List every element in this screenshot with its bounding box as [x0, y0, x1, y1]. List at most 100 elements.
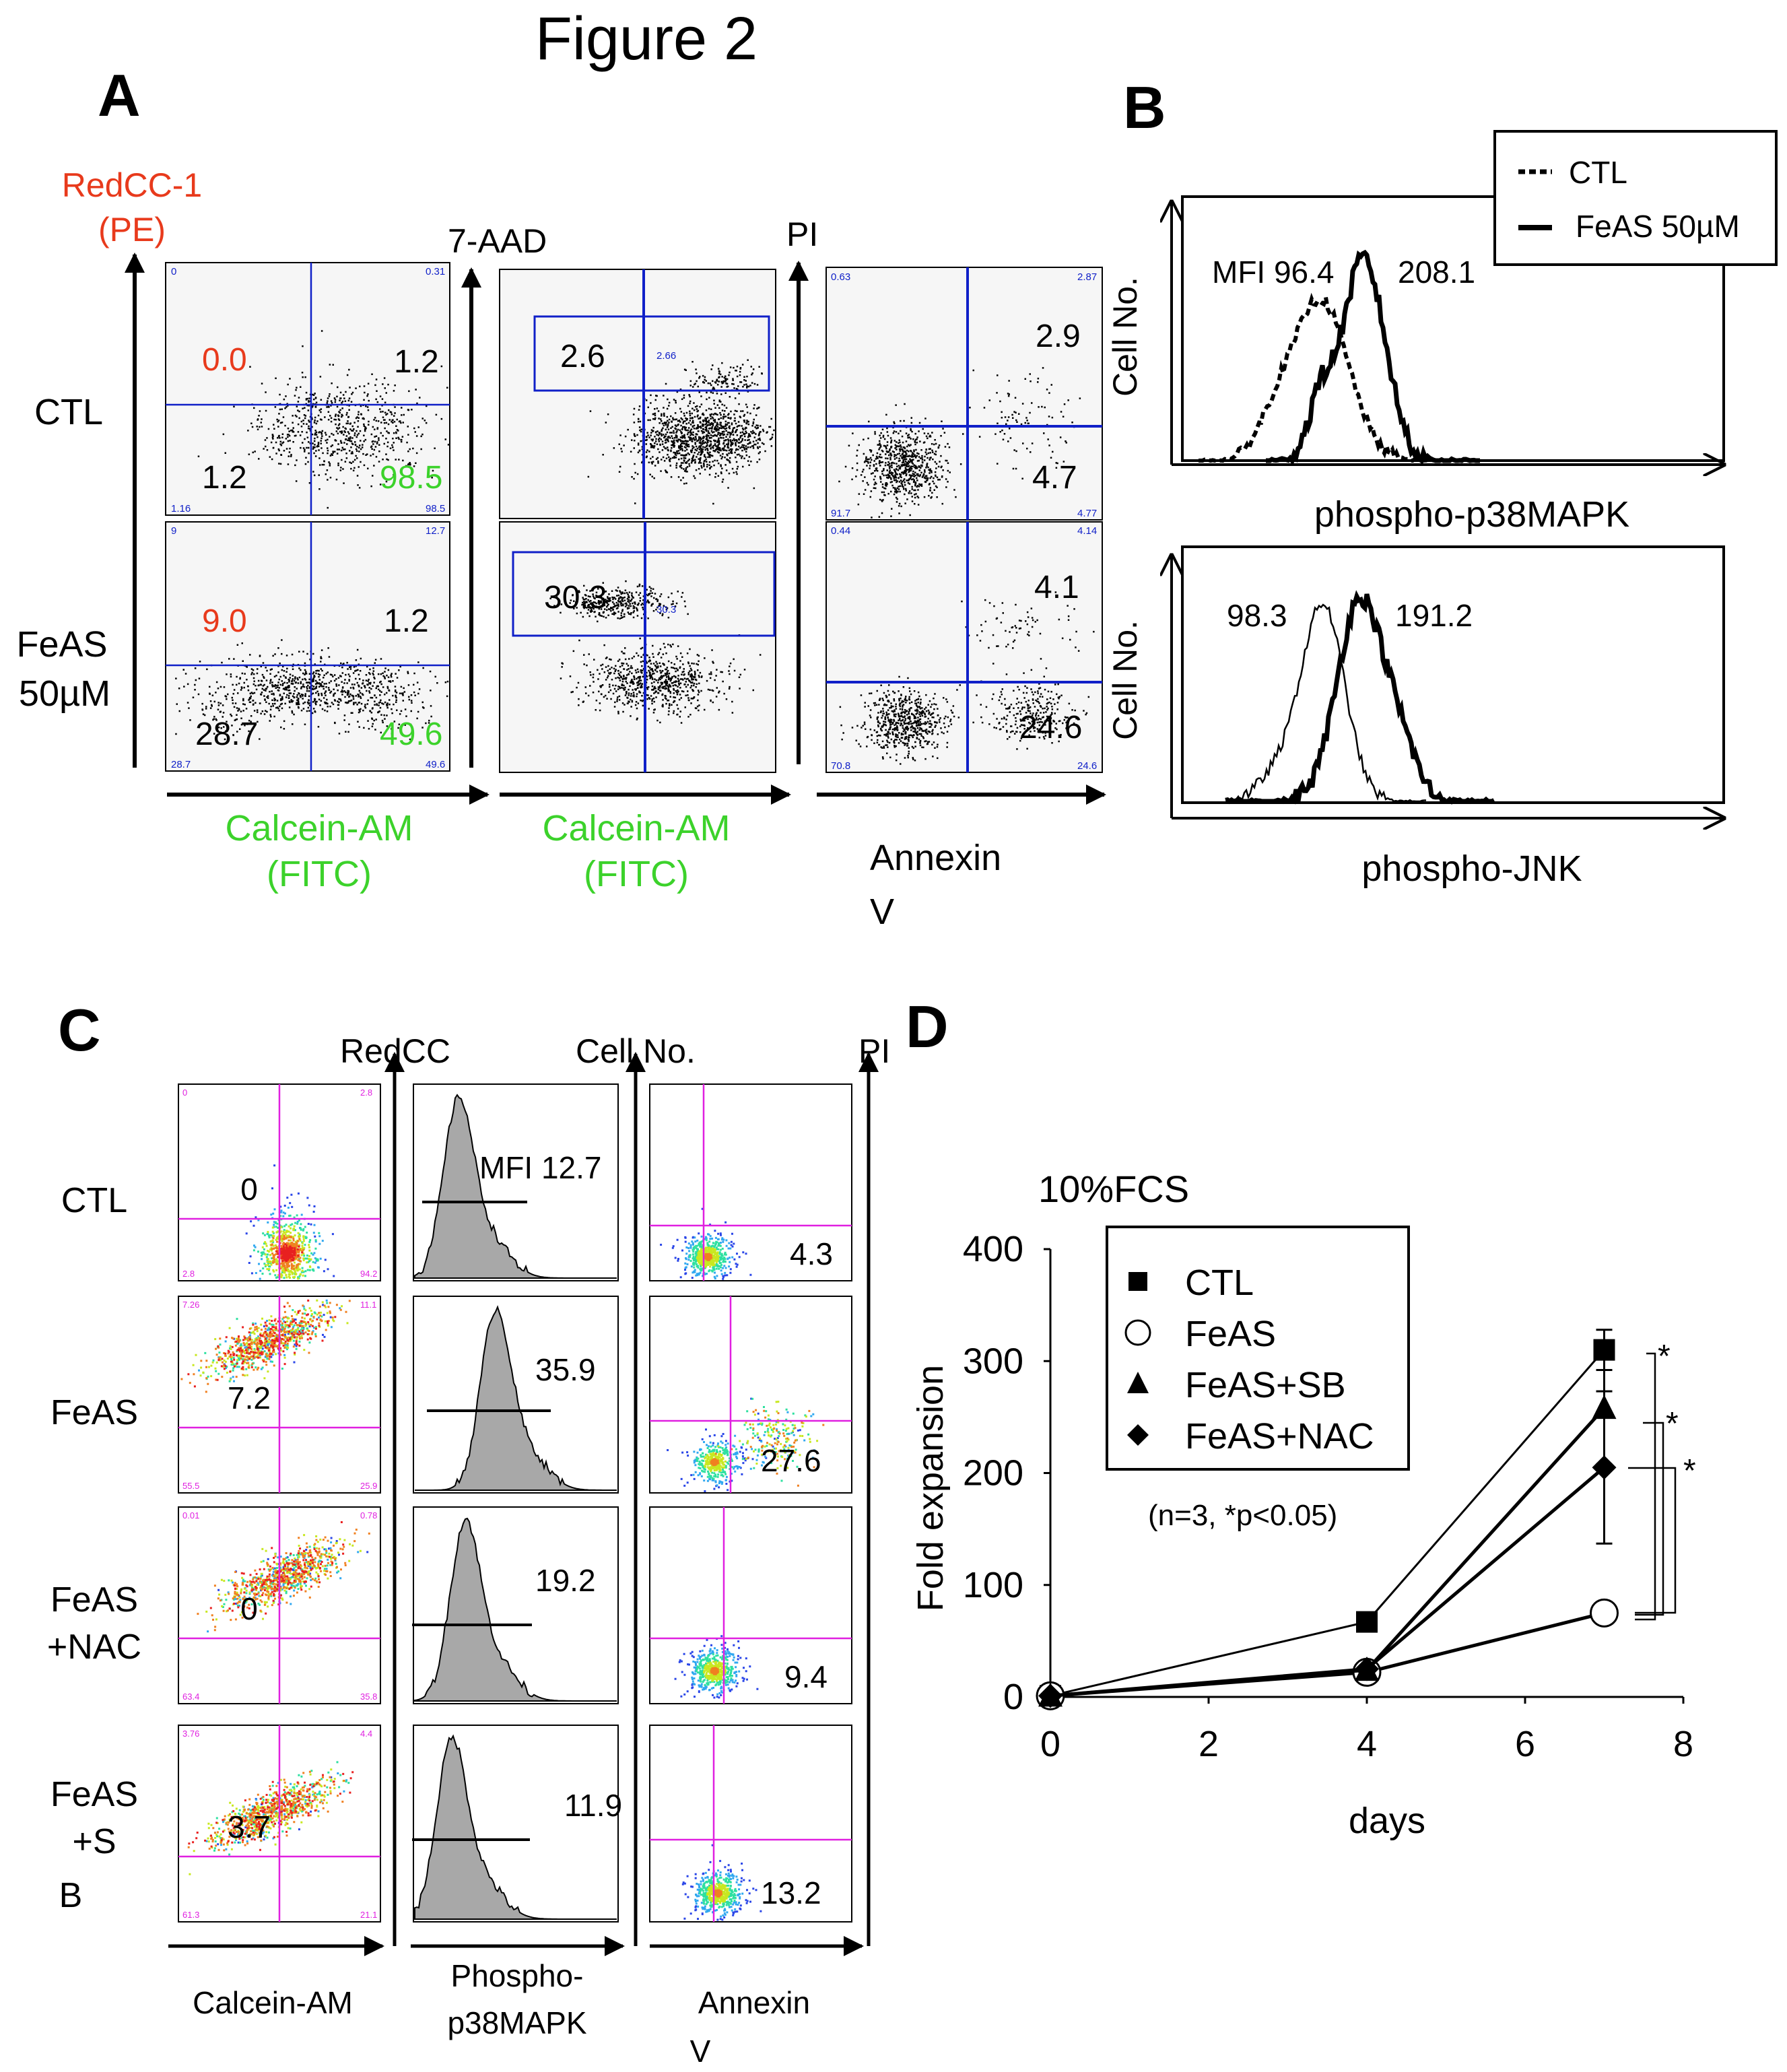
- plot-a-col1-ctl: 0.0 1.2 1.2 98.5 0 0.31 1.16 98.5: [165, 262, 450, 516]
- quadrant-ll-value: 1.2: [202, 460, 247, 496]
- corner-value: 21.1: [360, 1910, 377, 1920]
- annexin-value: 27.6: [761, 1443, 821, 1478]
- 7aad-ylabel: 7-AAD: [448, 222, 547, 260]
- redcc-value: 0: [240, 1172, 258, 1207]
- panel-b-label: B: [1123, 74, 1166, 141]
- panel-d: D 10%FCS 0 100 200 300 400 0 2 4 6 8 days Fold ex…: [906, 993, 1696, 1841]
- pseudocolor-cloud: [187, 1761, 354, 1875]
- panel-c-row: FeAS +S B 3.7 3.76 4.4 61.3 21.1 11.9 13.2: [50, 1725, 852, 1923]
- corner-value: 2.8: [182, 1269, 195, 1279]
- corner-ll: 91.7: [831, 508, 850, 519]
- sig-star-1: *: [1658, 1339, 1671, 1374]
- corner-value: 3.76: [182, 1729, 199, 1739]
- scatter-points: [587, 359, 775, 505]
- gate-corner-value: 2.66: [656, 350, 676, 362]
- quadrant-ur-value: 2.9: [1036, 319, 1081, 354]
- corner-value: 7.26: [182, 1300, 199, 1310]
- chart-ylabel: Fold expansion: [910, 1365, 951, 1611]
- quadrant-lr-value: 24.6: [1019, 710, 1082, 745]
- panel-a-row-conc: 50µM: [19, 673, 110, 714]
- x-tick-label: 6: [1515, 1724, 1535, 1764]
- pseudocolor-cloud: [681, 1844, 762, 1921]
- histogram-curve: [414, 1517, 617, 1702]
- panel-c-row-label: +S: [72, 1822, 116, 1861]
- scatter-points: [549, 580, 762, 724]
- x-tick-label: 4: [1357, 1724, 1377, 1764]
- mfi-value: 11.9: [564, 1788, 622, 1823]
- quadrant-ul-value: 9.0: [202, 603, 247, 639]
- chart-legend: CTL FeAS FeAS+SB FeAS+NAC: [1124, 1263, 1374, 1457]
- panel-c: C RedCC Cell No. PI Calcein-AM Phospho- …: [47, 997, 890, 2069]
- hist-b-bottom-ylabel: Cell No.: [1106, 620, 1144, 740]
- annexin-value: 9.4: [784, 1659, 828, 1694]
- mfi-value: MFI 12.7: [479, 1150, 602, 1185]
- panel-a: A RedCC-1 (PE) 7-AAD PI CTL FeAS 50µM Ca…: [16, 62, 1106, 932]
- quadrant-ur-value: 1.2: [384, 603, 429, 639]
- scatter-cloud: [549, 580, 762, 724]
- legend-label: FeAS+NAC: [1185, 1416, 1374, 1457]
- scatter-cloud: [838, 367, 1081, 519]
- plot-a-col2-feas: 30.3 30.3: [499, 521, 776, 773]
- gate-value: 30.3: [544, 580, 607, 615]
- density-layer: [660, 1207, 752, 1280]
- plot-a-col2-ctl: 2.6 2.66: [499, 269, 776, 519]
- corner-ul: 9: [171, 525, 176, 537]
- panel-c-row-label: CTL: [61, 1181, 127, 1220]
- redcc-value: 3.7: [228, 1809, 271, 1844]
- hist-feas-curve: [1266, 249, 1480, 466]
- data-point-square: [1356, 1611, 1378, 1633]
- plot-frame: [649, 1083, 852, 1281]
- figure-title: Figure 2: [535, 5, 757, 73]
- data-point-diamond: [1592, 1455, 1617, 1480]
- chart-xlabel: days: [1349, 1801, 1425, 1841]
- plot-frame: [825, 267, 1103, 521]
- series-line: [1050, 1611, 1605, 1698]
- corner-value: 61.3: [182, 1910, 199, 1920]
- density-layer: [699, 1875, 737, 1909]
- density-layer: [187, 1770, 345, 1852]
- panel-a-col2-xlabel-2: (FITC): [584, 854, 689, 894]
- y-tick-label: 300: [963, 1341, 1023, 1381]
- panel-c-rows: CTL 0 0 2.8 2.8 94.2 MFI 12.7 4.3 FeAS 7.2 7.26 11.…: [47, 1083, 852, 1923]
- data-point-circle: [1590, 1598, 1619, 1628]
- corner-ur: 0.31: [426, 266, 445, 277]
- density-layer: [706, 1883, 730, 1904]
- quadrant-ul-value: 0.0: [202, 342, 247, 378]
- legend-ctl-label: CTL: [1569, 155, 1627, 190]
- bracket-nac: [1628, 1467, 1677, 1614]
- density-layer: [205, 1772, 348, 1850]
- corner-value: 35.8: [360, 1692, 377, 1702]
- corner-value: 0.78: [360, 1510, 377, 1520]
- panel-a-label: A: [98, 62, 141, 129]
- redcc-value: 0: [240, 1591, 258, 1626]
- hist-ctl-curve: [1232, 603, 1426, 803]
- corner-value: 11.1: [360, 1300, 376, 1310]
- panel-c-row-label: FeAS: [50, 1393, 138, 1432]
- histogram-curve: [414, 1094, 617, 1279]
- legend-label: CTL: [1185, 1263, 1254, 1303]
- sig-star-3: *: [1683, 1453, 1696, 1489]
- density-layer: [713, 1889, 722, 1898]
- density-layer: [704, 1401, 819, 1473]
- corner-ur: 2.87: [1077, 271, 1097, 283]
- panel-a-col1-xlabel-1: Calcein-AM: [225, 808, 413, 848]
- hist-b-bottom-frame: [1181, 545, 1725, 804]
- corner-lr: 4.77: [1077, 508, 1097, 519]
- panel-a-col3-xlabel-2: V: [870, 892, 894, 932]
- panel-d-label: D: [906, 993, 949, 1060]
- panel-c-xlabel-annexin-1: Annexin: [698, 1985, 810, 2020]
- corner-value: 4.4: [360, 1729, 372, 1739]
- density-layer: [217, 1537, 369, 1605]
- corner-ur: 12.7: [426, 525, 445, 537]
- data-point-square: [1128, 1272, 1147, 1291]
- scatter-cloud: [587, 359, 775, 505]
- density-layer: [674, 1635, 759, 1699]
- corner-ur: 4.14: [1077, 525, 1097, 537]
- data-point-diamond: [1038, 1683, 1063, 1708]
- corner-value: 25.9: [360, 1481, 377, 1491]
- hist-b-top-xlabel: phospho-p38MAPK: [1314, 494, 1629, 535]
- mfi-value: 35.9: [535, 1352, 596, 1387]
- pseudocolor-cloud: [660, 1207, 752, 1280]
- histogram-curve: [414, 1734, 617, 1920]
- bracket-ctl: [1635, 1352, 1656, 1621]
